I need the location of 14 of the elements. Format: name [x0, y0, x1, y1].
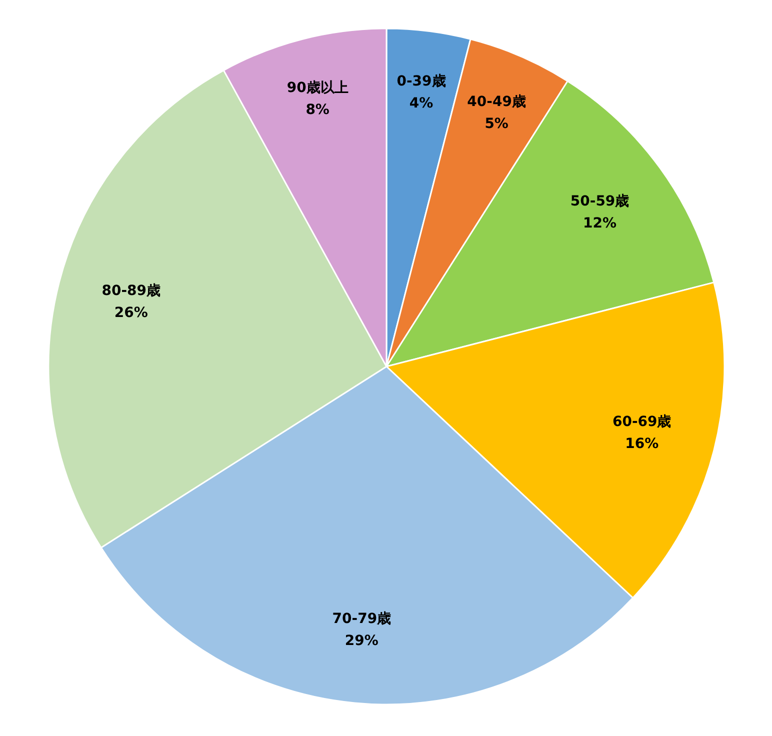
data-label: 26% — [114, 304, 148, 321]
data-label: 4% — [409, 96, 434, 112]
slice-label: 40-49歳 — [467, 94, 526, 110]
data-label: 29% — [344, 632, 378, 649]
slice-label: 90歳以上 — [286, 80, 348, 96]
data-label: 5% — [484, 116, 508, 132]
slice-label: 0-39歳 — [396, 74, 446, 90]
data-label: 12% — [583, 216, 617, 232]
slice-label: 60-69歳 — [612, 414, 672, 430]
data-label: 8% — [306, 102, 330, 118]
slice-label: 50-59歳 — [570, 194, 630, 210]
data-label: 16% — [625, 436, 659, 452]
slice-label: 80-89歳 — [102, 282, 161, 299]
slice-label: 70-79歳 — [332, 610, 392, 627]
